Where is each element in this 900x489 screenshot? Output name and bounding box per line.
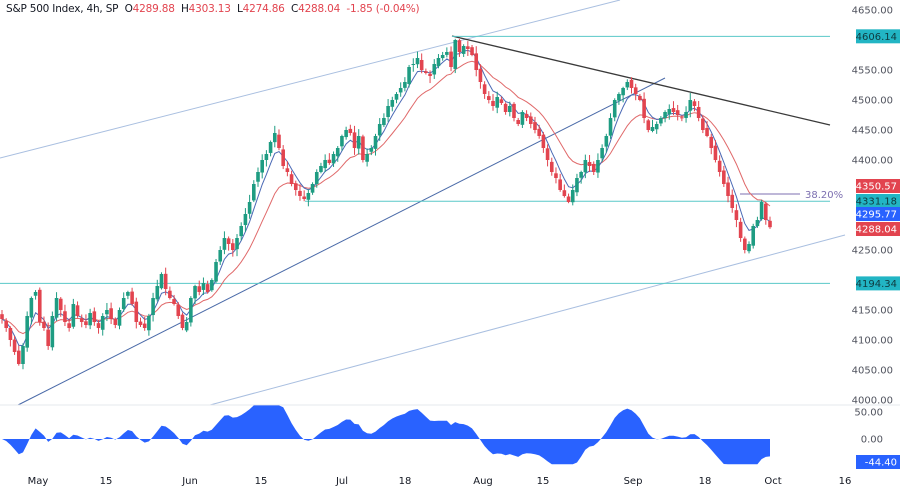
time-axis[interactable]: May 15 Jun 15 Jul 18 Aug 15 Sep 18 Oct 16 bbox=[28, 476, 852, 487]
descending-trendline[interactable] bbox=[451, 35, 831, 126]
price-axis-label: 4500.00 bbox=[852, 96, 893, 107]
time-axis-label: Jul bbox=[335, 476, 348, 487]
price-axis-label: 4100.00 bbox=[852, 336, 893, 347]
time-axis-label: 15 bbox=[100, 476, 113, 487]
price-tag-4606.14: 4606.14 bbox=[856, 29, 900, 44]
price-axis-label: 4150.00 bbox=[852, 306, 893, 317]
price-tags: 4606.14 4350.57 4331.18 4295.77 4288.04 4194.… bbox=[856, 29, 900, 469]
candlesticks bbox=[0, 38, 772, 370]
price-axis-label: 4000.00 bbox=[852, 396, 893, 407]
time-axis-label: 16 bbox=[839, 476, 852, 487]
time-axis-label: 15 bbox=[255, 476, 268, 487]
time-axis-label: Sep bbox=[624, 476, 643, 487]
price-tag-4288.04: 4288.04 bbox=[856, 222, 900, 236]
change-value: -1.85 (-0.04%) bbox=[346, 3, 420, 15]
oscillator-axis-label: 0.00 bbox=[861, 435, 883, 446]
price-axis-label: 4400.00 bbox=[852, 156, 893, 167]
price-axis-label: 4650.00 bbox=[852, 6, 893, 17]
time-axis-label: May bbox=[28, 476, 49, 487]
price-axis-label: 4550.00 bbox=[852, 66, 893, 77]
time-axis-label: Aug bbox=[473, 476, 493, 487]
svg-text:-44.40: -44.40 bbox=[865, 458, 897, 469]
price-tag-4331.18: 4331.18 bbox=[856, 194, 900, 208]
time-axis-label: 18 bbox=[399, 476, 412, 487]
svg-text:4194.34: 4194.34 bbox=[856, 279, 897, 290]
price-axis-label: 4050.00 bbox=[852, 366, 893, 377]
svg-text:4331.18: 4331.18 bbox=[856, 197, 897, 208]
svg-text:4288.04: 4288.04 bbox=[856, 225, 897, 236]
price-tag-4295.77: 4295.77 bbox=[856, 207, 900, 221]
time-axis-label: 18 bbox=[699, 476, 712, 487]
price-axis-label: 4450.00 bbox=[852, 126, 893, 137]
time-axis-label: 15 bbox=[537, 476, 550, 487]
channel-upper-line[interactable] bbox=[0, 0, 621, 159]
slow-moving-average bbox=[1, 60, 771, 335]
time-axis-label: Jun bbox=[181, 476, 198, 487]
open-value: 4289.88 bbox=[132, 3, 175, 15]
price-axis[interactable]: 4650.00 4550.00 4500.00 4450.00 4400.00 4250.… bbox=[852, 6, 893, 446]
fibonacci-label: 38.20% bbox=[805, 190, 843, 201]
svg-text:4606.14: 4606.14 bbox=[856, 32, 897, 43]
close-value: 4288.04 bbox=[298, 3, 341, 15]
price-tag-4350.57: 4350.57 bbox=[856, 179, 900, 193]
symbol-label: S&P 500 Index, 4h, SP bbox=[6, 3, 119, 15]
oscillator-pane bbox=[2, 405, 770, 465]
ascending-trendline[interactable] bbox=[17, 77, 666, 406]
svg-text:4295.77: 4295.77 bbox=[856, 210, 897, 221]
moving-averages bbox=[1, 49, 771, 347]
time-axis-label: Oct bbox=[764, 476, 781, 487]
drawings-layer: 38.20% bbox=[0, 0, 846, 406]
fast-moving-average bbox=[1, 49, 771, 347]
oscillator-axis-label: 50.00 bbox=[854, 408, 883, 419]
price-tag-4194.34: 4194.34 bbox=[856, 276, 900, 291]
svg-text:4350.57: 4350.57 bbox=[856, 182, 897, 193]
oscillator-area bbox=[2, 405, 770, 465]
high-value: 4303.13 bbox=[188, 3, 231, 15]
channel-lower-line[interactable] bbox=[209, 234, 846, 406]
low-value: 4274.86 bbox=[242, 3, 285, 15]
oscillator-value-tag: -44.40 bbox=[856, 455, 900, 469]
price-axis-label: 4250.00 bbox=[852, 246, 893, 257]
chart-legend: S&P 500 Index, 4h, SP O4289.88 H4303.13 … bbox=[6, 3, 420, 15]
